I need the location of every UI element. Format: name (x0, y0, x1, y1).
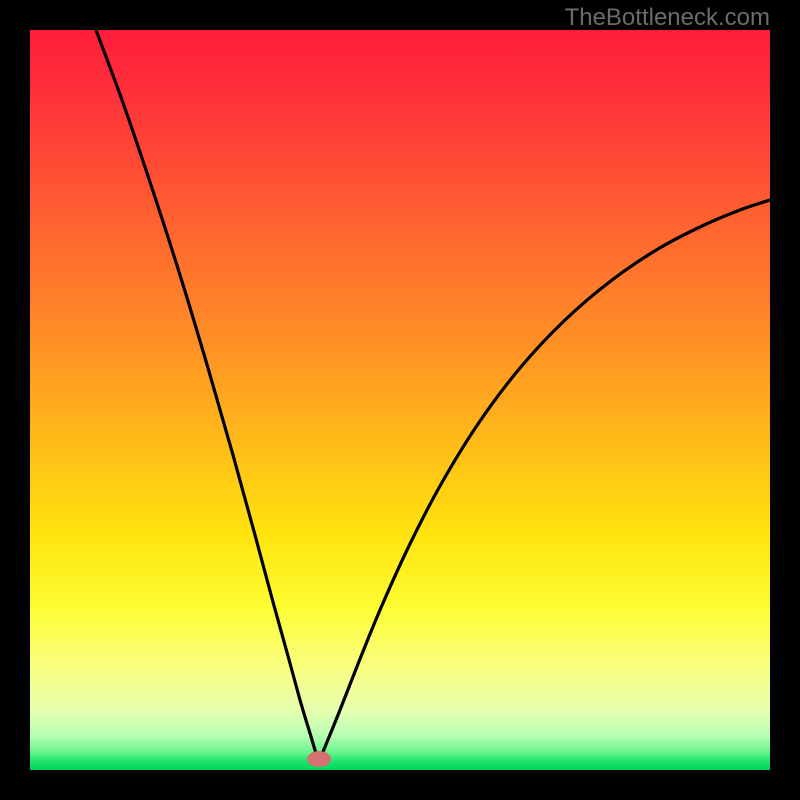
minimum-marker (307, 751, 331, 767)
curve-left-branch (96, 30, 318, 759)
curve-right-branch (320, 200, 770, 759)
curve-layer (30, 30, 770, 770)
plot-area (30, 30, 770, 770)
chart-frame: TheBottleneck.com (0, 0, 800, 800)
watermark-text: TheBottleneck.com (565, 4, 770, 32)
